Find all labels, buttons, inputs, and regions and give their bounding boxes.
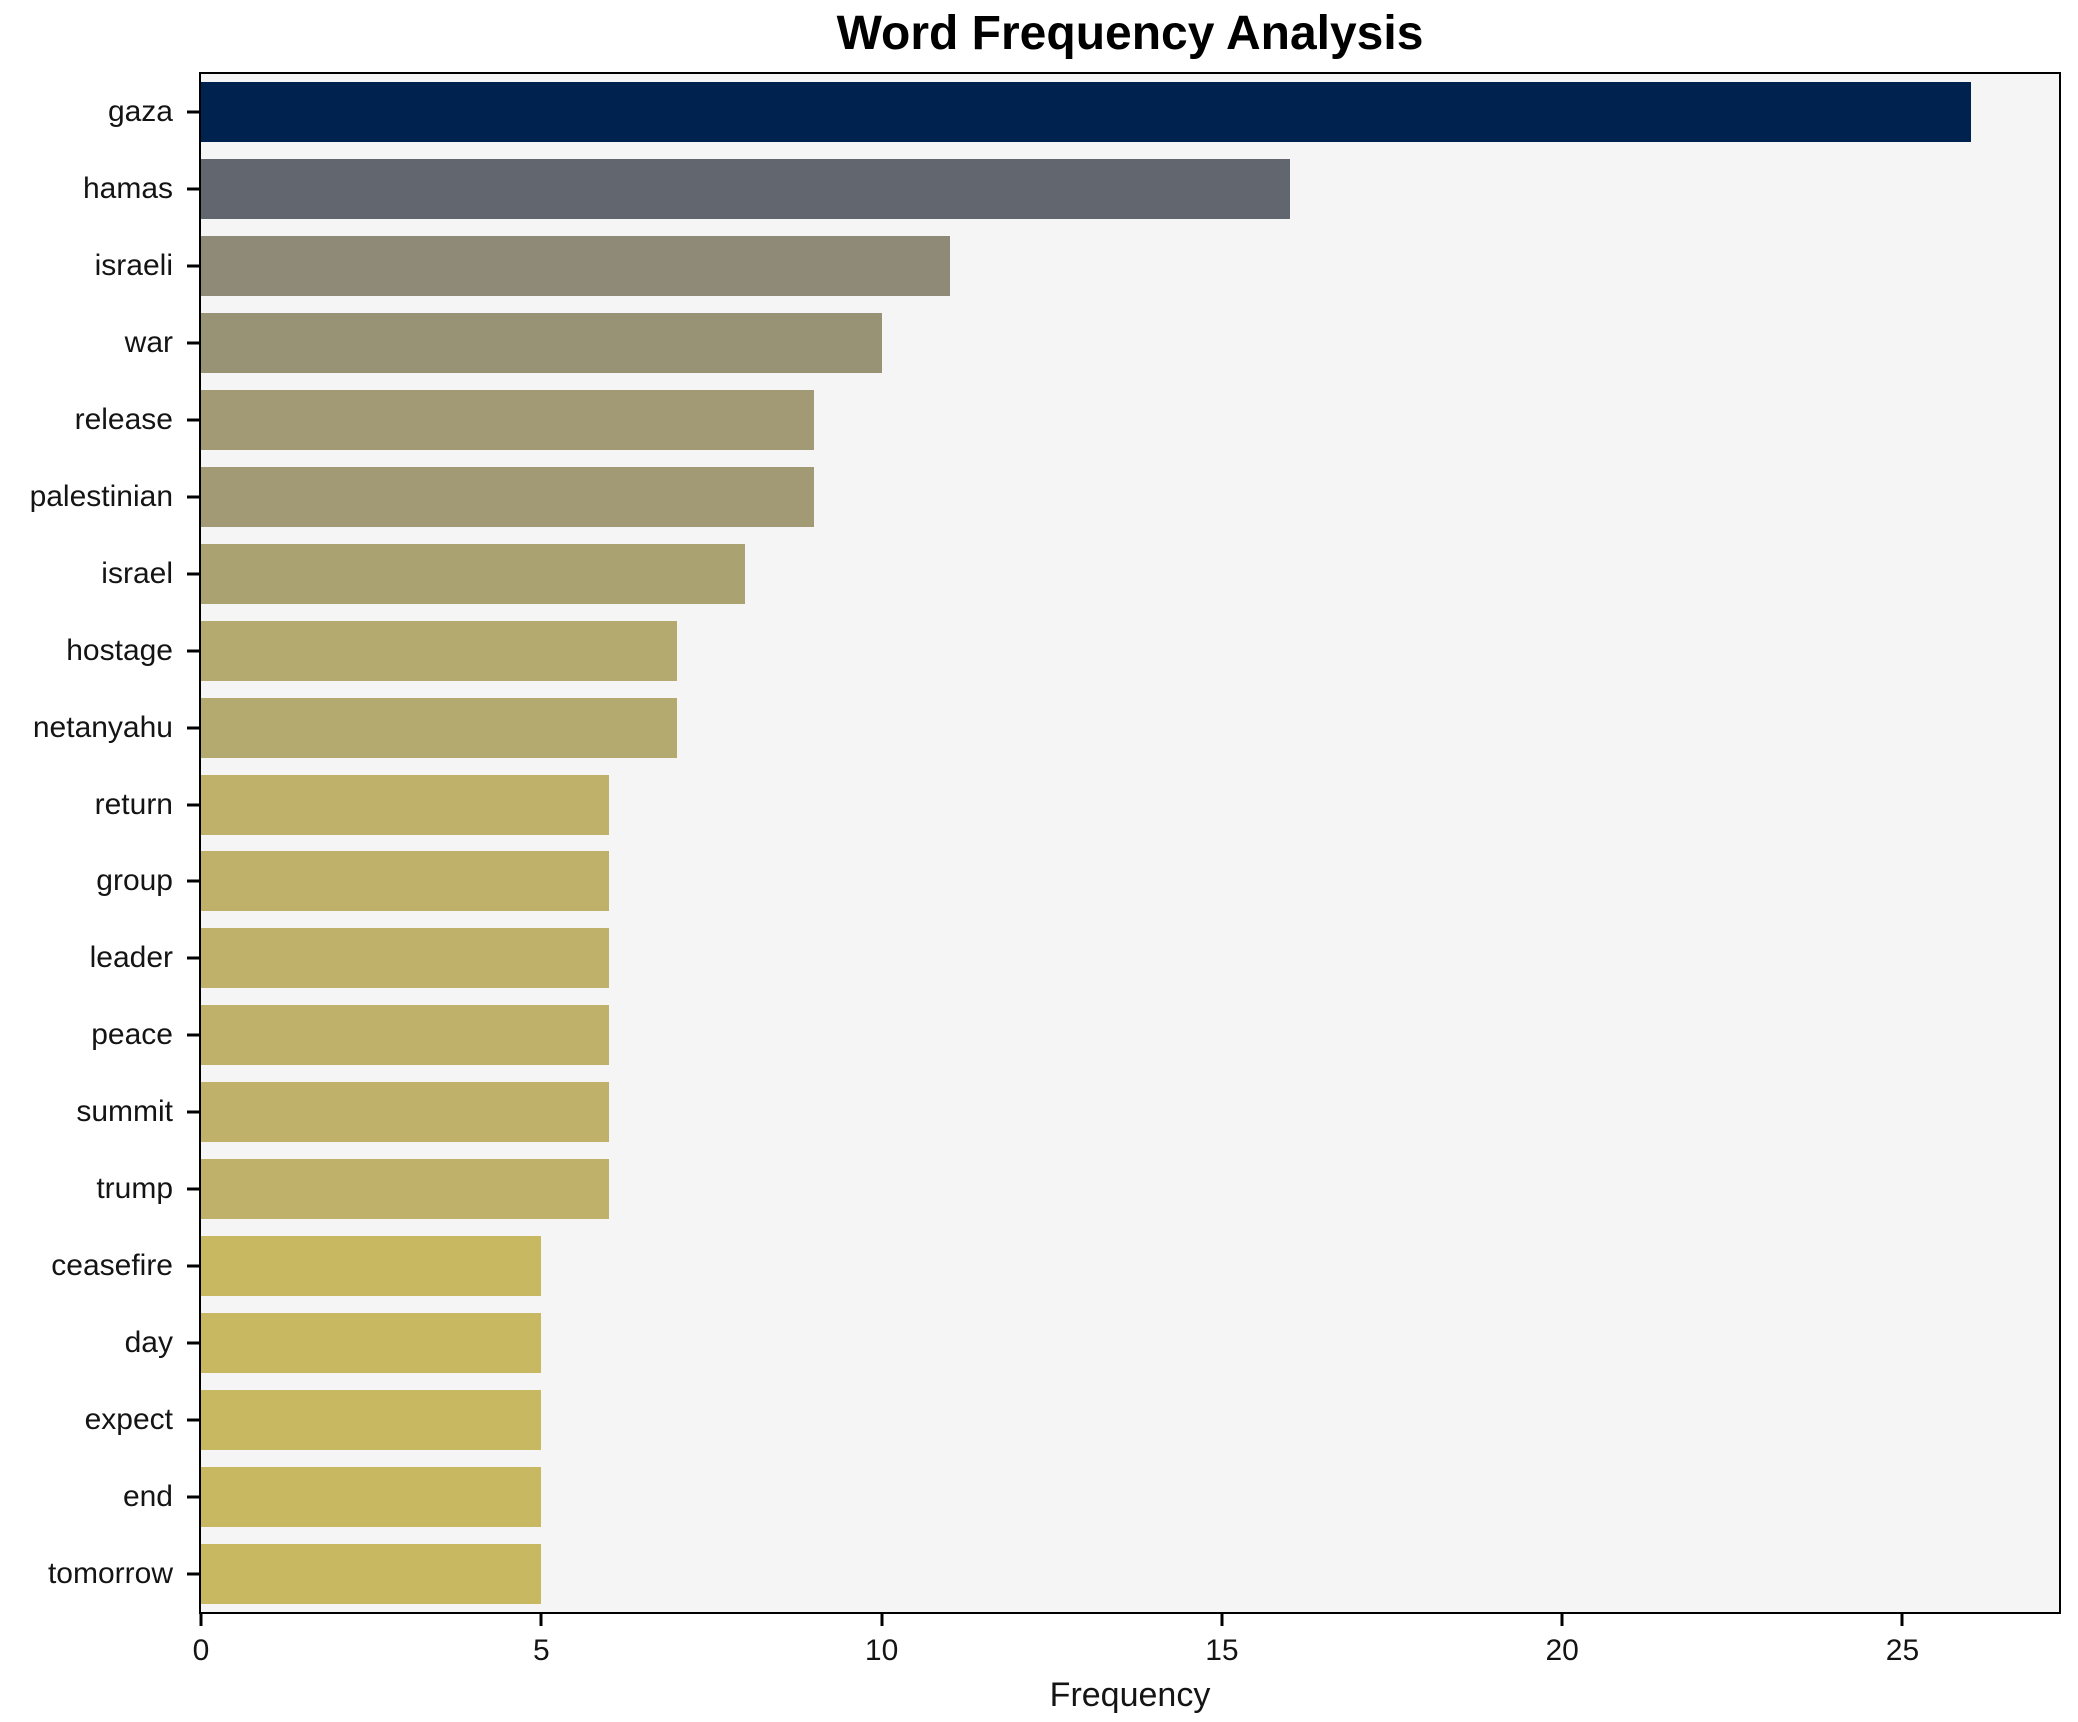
bar-peace — [201, 1005, 610, 1066]
bar-palestinian — [201, 466, 814, 527]
y-tick-mark — [187, 726, 199, 730]
y-axis-label-hostage: hostage — [66, 633, 173, 667]
y-axis-label-palestinian: palestinian — [29, 479, 173, 513]
y-axis-label-ceasefire: ceasefire — [51, 1248, 173, 1282]
bar-hostage — [201, 620, 678, 681]
bar-row — [201, 305, 2059, 382]
bar-row — [201, 228, 2059, 305]
y-axis-label-hamas: hamas — [82, 172, 173, 206]
x-tick-label: 25 — [1885, 1634, 1920, 1667]
bar-return — [201, 774, 610, 835]
x-tick-mark — [539, 1614, 543, 1626]
y-axis-label-war: war — [124, 326, 173, 360]
bar-row — [201, 1074, 2059, 1151]
bar-gaza — [201, 82, 1971, 143]
y-tick-mark — [187, 418, 199, 422]
y-tick-mark — [187, 341, 199, 345]
bar-hamas — [201, 159, 1290, 220]
bar-ceasefire — [201, 1235, 542, 1296]
x-tick-label: 10 — [864, 1634, 899, 1667]
bar-day — [201, 1312, 542, 1373]
bar-row — [201, 843, 2059, 920]
bar-row — [201, 920, 2059, 997]
x-tick-mark — [199, 1614, 203, 1626]
x-tick-mark — [1900, 1614, 1904, 1626]
bar-row — [201, 689, 2059, 766]
bar-row — [201, 1458, 2059, 1535]
y-axis-label-release: release — [74, 403, 173, 437]
y-tick-mark — [187, 1418, 199, 1422]
y-axis-label-tomorrow: tomorrow — [47, 1556, 173, 1590]
y-axis-label-peace: peace — [91, 1018, 173, 1052]
bar-row — [201, 766, 2059, 843]
y-tick-mark — [187, 1264, 199, 1268]
bar-row — [201, 459, 2059, 536]
bar-summit — [201, 1082, 610, 1143]
y-tick-mark — [187, 1033, 199, 1037]
bar-row — [201, 1304, 2059, 1381]
bar-row — [201, 151, 2059, 228]
y-axis-label-expect: expect — [84, 1402, 173, 1436]
y-tick-mark — [187, 495, 199, 499]
bar-netanyahu — [201, 697, 678, 758]
y-axis-label-netanyahu: netanyahu — [32, 710, 173, 744]
bar-row — [201, 74, 2059, 151]
bar-row — [201, 1151, 2059, 1228]
y-tick-mark — [187, 1495, 199, 1499]
y-axis-label-end: end — [122, 1479, 173, 1513]
bar-row — [201, 1535, 2059, 1612]
y-tick-mark — [187, 1572, 199, 1576]
x-axis-label: Frequency — [1049, 1676, 1211, 1714]
x-tick-mark — [880, 1614, 884, 1626]
y-axis-label-day: day — [124, 1325, 173, 1359]
bar-row — [201, 382, 2059, 459]
bar-row — [201, 997, 2059, 1074]
x-tick-label: 0 — [192, 1634, 210, 1667]
bar-leader — [201, 928, 610, 989]
y-axis-label-israeli: israeli — [94, 249, 173, 283]
y-tick-mark — [187, 649, 199, 653]
y-tick-mark — [187, 1187, 199, 1191]
chart-title: Word Frequency Analysis — [836, 7, 1424, 60]
bar-row — [201, 1228, 2059, 1305]
x-tick-mark — [1220, 1614, 1224, 1626]
y-axis-label-trump: trump — [96, 1172, 173, 1206]
y-axis-label-gaza: gaza — [107, 95, 173, 129]
y-tick-mark — [187, 956, 199, 960]
y-tick-mark — [187, 187, 199, 191]
y-axis-label-return: return — [94, 787, 173, 821]
bar-expect — [201, 1389, 542, 1450]
bar-row — [201, 535, 2059, 612]
x-tick-mark — [1560, 1614, 1564, 1626]
bar-israel — [201, 543, 746, 604]
y-tick-mark — [187, 264, 199, 268]
y-tick-mark — [187, 803, 199, 807]
y-tick-mark — [187, 110, 199, 114]
bar-row — [201, 1381, 2059, 1458]
y-axis-label-leader: leader — [89, 941, 173, 975]
y-tick-mark — [187, 879, 199, 883]
y-axis-label-summit: summit — [76, 1095, 173, 1129]
bar-tomorrow — [201, 1543, 542, 1604]
bar-trump — [201, 1159, 610, 1220]
bar-war — [201, 313, 882, 374]
y-tick-mark — [187, 572, 199, 576]
x-tick-label: 15 — [1205, 1634, 1239, 1667]
bar-group — [201, 851, 610, 912]
y-axis-label-israel: israel — [101, 556, 173, 590]
bar-row — [201, 612, 2059, 689]
bar-end — [201, 1466, 542, 1527]
x-tick-label: 5 — [532, 1634, 550, 1667]
bar-israeli — [201, 236, 950, 297]
y-tick-mark — [187, 1341, 199, 1345]
plot-area: Word Frequency Analysis Frequency gaza ha… — [30, 7, 2061, 1714]
x-tick-label: 20 — [1545, 1634, 1579, 1667]
y-tick-mark — [187, 1110, 199, 1114]
y-axis-label-group: group — [96, 864, 173, 898]
bar-release — [201, 390, 814, 451]
